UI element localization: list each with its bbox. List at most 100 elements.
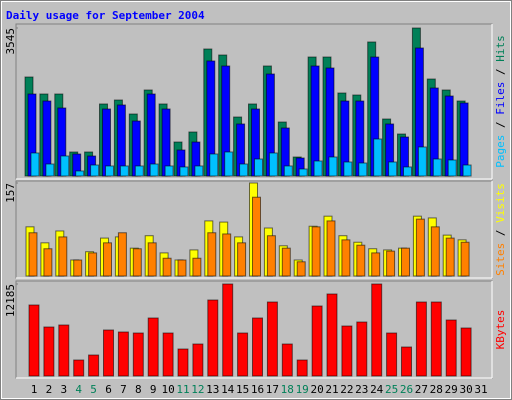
bar [132,248,142,277]
x-tick-label: 11 [176,383,189,396]
bar [73,259,83,277]
x-tick-label: 28 [430,383,443,396]
bar [88,354,100,377]
bar [103,329,114,377]
bar [43,326,55,377]
bar [430,301,442,377]
bar [164,165,174,177]
bar [266,301,278,377]
bar [207,299,219,377]
legend-entry: Hits [494,35,507,62]
bar [358,162,368,177]
x-tick-label: 5 [90,383,97,396]
bar [239,163,249,177]
bar [147,242,157,277]
bar [60,155,70,177]
bar [224,151,234,177]
bar [326,220,336,277]
bar [177,348,189,377]
bar [296,359,308,377]
x-tick-label: 1 [31,383,38,396]
bar [134,165,144,177]
bar [177,259,187,277]
x-tick-label: 3 [60,383,67,396]
bar [371,283,383,377]
x-tick-label: 14 [221,383,235,396]
legend: Sites / Visits [494,183,507,276]
bar [341,325,353,377]
x-tick-label: 8 [135,383,142,396]
x-tick-label: 6 [105,383,112,396]
x-tick-label: 15 [236,383,249,396]
bar [447,159,457,177]
bar [386,250,396,277]
bar [341,239,351,277]
x-tick-label: 24 [370,383,384,396]
x-tick-label: 22 [340,383,353,396]
bar [415,301,427,377]
x-tick-label: 27 [415,383,428,396]
x-tick-label: 25 [385,383,398,396]
bar [283,165,293,177]
bar [403,166,412,177]
y-tick-label: 3545 [4,28,17,55]
bar [192,257,202,277]
legend-entry: Files [494,82,507,115]
bar [162,332,174,377]
bar [356,321,368,377]
bar [373,138,383,177]
bar [313,160,323,177]
bar [298,168,308,177]
bar [90,164,100,177]
bar [194,165,204,177]
bar [147,317,159,377]
bar [328,156,338,177]
bar [88,252,98,277]
bar [401,247,410,277]
bar [356,244,366,277]
bar [119,165,129,177]
x-tick-label: 26 [400,383,413,396]
x-tick-label: 19 [296,383,309,396]
x-tick-label: 18 [281,383,294,396]
x-tick-label: 31 [474,383,487,396]
x-tick-label: 29 [445,383,458,396]
bar [266,235,276,277]
bar [268,152,278,177]
bar [209,153,219,177]
bar [281,343,293,377]
bar [75,170,85,177]
bar [343,161,353,177]
bar [222,233,232,277]
bar [252,317,263,377]
bar [116,104,126,177]
x-tick-label: 30 [459,383,472,396]
bar [460,241,470,277]
bar [311,226,321,277]
legend-separator: / [494,115,507,135]
legend-entry: KBytes [494,310,507,350]
bar [462,164,472,177]
bar [58,236,68,277]
bar [103,242,112,277]
x-tick-label: 10 [161,383,174,396]
x-tick-label: 9 [150,383,157,396]
bar [58,324,70,377]
bar [179,166,189,177]
x-tick-label: 16 [251,383,264,396]
bar [445,237,455,277]
bar [415,218,425,277]
bar [445,319,457,377]
bar [460,327,472,377]
bar [310,65,320,177]
legend-entry: Sites [494,243,507,276]
bar [432,158,442,177]
bar [105,165,114,177]
bar [162,257,172,277]
bar [132,332,144,377]
x-tick-label: 4 [75,383,82,396]
x-tick-label: 17 [266,383,279,396]
bar [237,332,249,377]
